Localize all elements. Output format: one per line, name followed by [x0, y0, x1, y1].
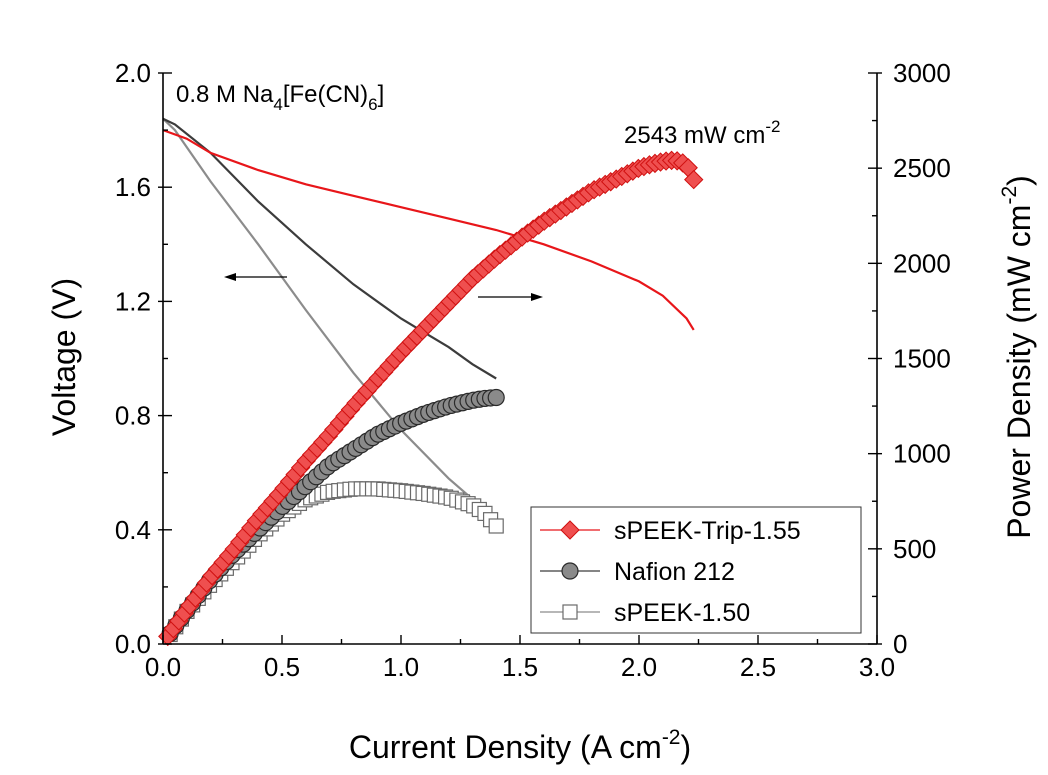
power-point — [488, 518, 504, 534]
plot-area — [158, 117, 704, 647]
y-right-tick-label: 0 — [893, 629, 907, 659]
x-tick-label: 2.0 — [621, 652, 657, 682]
series-diamond — [158, 129, 704, 647]
legend-label: sPEEK-1.50 — [614, 599, 750, 627]
left-axis-arrow — [224, 273, 287, 281]
y-right-tick-label: 1000 — [893, 439, 951, 469]
polarization-curve — [162, 117, 497, 380]
x-tick-label: 1.5 — [502, 652, 538, 682]
y-right-tick-label: 500 — [893, 534, 936, 564]
right-axis-arrow — [478, 293, 543, 301]
electrolyte-annotation: 0.8 M Na4[Fe(CN)6] — [176, 81, 384, 114]
x-tick-label: 1.0 — [383, 652, 419, 682]
x-tick-label: 2.5 — [740, 652, 776, 682]
peak-power-annotation: 2543 mW cm-2 — [624, 117, 781, 149]
legend-marker — [562, 604, 578, 620]
legend: sPEEK-Trip-1.55 Nafion 212 sPEEK-1.50 — [530, 506, 862, 634]
y-left-tick-label: 1.2 — [115, 286, 151, 316]
x-tick-label: 3.0 — [859, 652, 895, 682]
left-y-axis-title: Voltage (V) — [46, 278, 82, 436]
x-tick-label: 0.0 — [145, 652, 181, 682]
y-right-tick-label: 2500 — [893, 153, 951, 183]
y-left-tick-label: 0.0 — [115, 629, 151, 659]
y-left-tick-label: 0.8 — [115, 401, 151, 431]
axes: 0.0 0.5 1.0 1.5 2.0 2.5 3.0 0.0 0.4 0.8 1.2 1.6 2.0 0… — [115, 58, 951, 682]
x-tick-label: 0.5 — [264, 652, 300, 682]
legend-marker — [561, 562, 579, 580]
y-right-tick-label: 2000 — [893, 248, 951, 278]
y-left-tick-label: 0.4 — [115, 515, 151, 545]
y-left-tick-label: 1.6 — [115, 172, 151, 202]
series-circle — [161, 117, 505, 643]
y-left-tick-label: 2.0 — [115, 58, 151, 88]
legend-label: Nafion 212 — [614, 558, 735, 586]
right-y-axis-title: Power Density (mW cm-2) — [998, 175, 1037, 539]
legend-marker — [560, 520, 580, 540]
y-right-tick-label: 3000 — [893, 58, 951, 88]
polarization-curve — [162, 129, 695, 331]
power-point — [684, 169, 704, 190]
power-point — [487, 388, 505, 407]
legend-label: sPEEK-Trip-1.55 — [614, 517, 801, 545]
y-right-tick-label: 1500 — [893, 344, 951, 374]
x-axis-title: Current Density (A cm-2) — [349, 726, 691, 765]
polarization-curve — [162, 117, 493, 517]
